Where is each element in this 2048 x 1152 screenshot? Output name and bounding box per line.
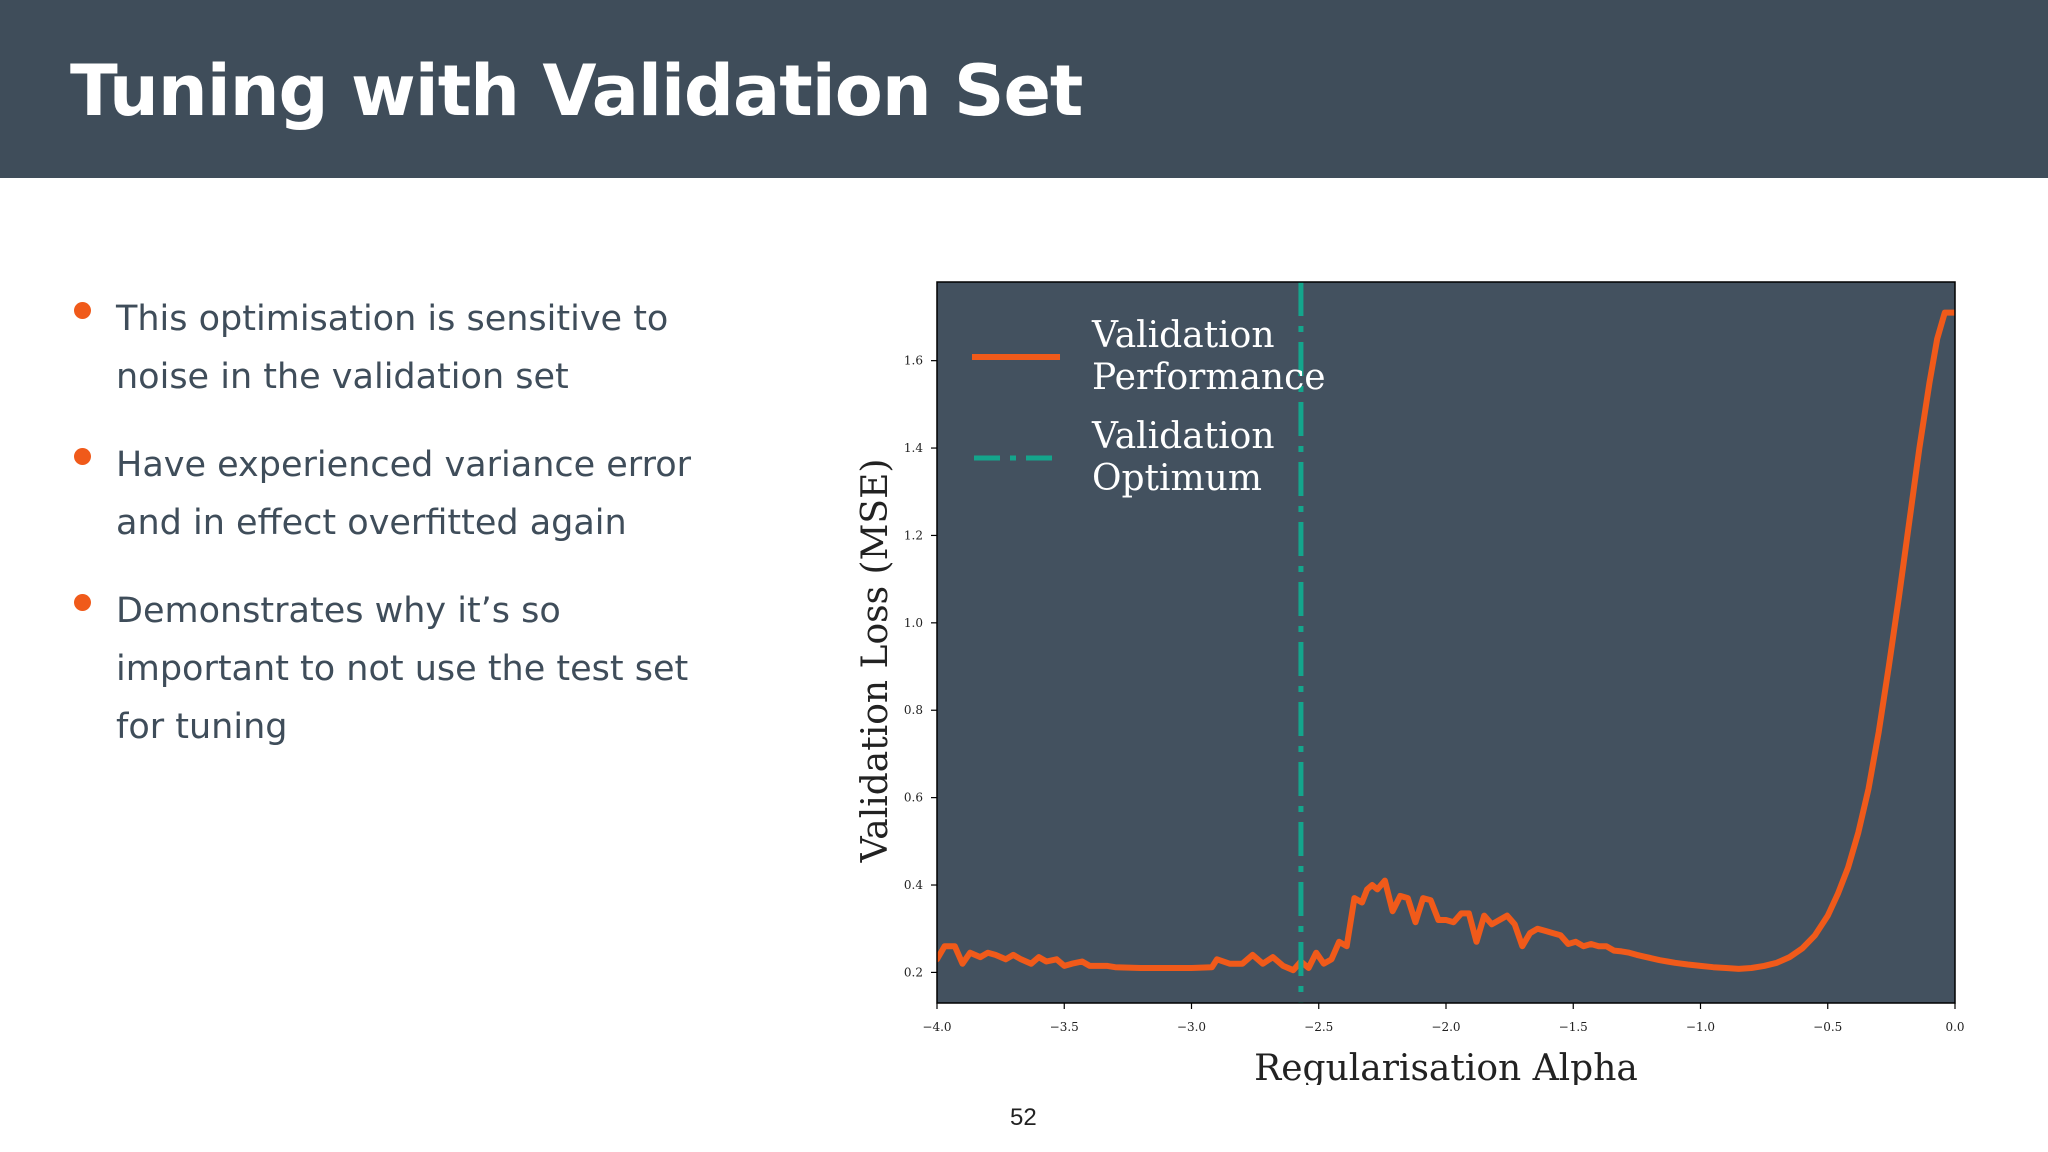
bullet-item: This optimisation is sensitive to noise … bbox=[70, 290, 710, 406]
bullet-dot-icon bbox=[74, 448, 91, 465]
bullet-text: Have experienced variance error and in e… bbox=[116, 445, 691, 543]
slide-title: Tuning with Validation Set bbox=[70, 46, 1082, 136]
y-axis-label: Validation Loss (MSE) bbox=[855, 459, 896, 864]
validation-loss-chart: −4.0 −3.5 −3.0 −2.5 −2.0 −1.5 −1.0 −0.5 0.0 0.2 0.… bbox=[840, 265, 1980, 1085]
x-tick-label: −2.0 bbox=[1431, 1020, 1460, 1034]
y-tick-label: 0.6 bbox=[904, 791, 923, 805]
x-tick-label: −3.0 bbox=[1177, 1020, 1206, 1034]
bullet-dot-icon bbox=[74, 302, 91, 319]
y-tick-label: 0.4 bbox=[904, 878, 923, 892]
y-tick-label: 1.4 bbox=[904, 441, 923, 455]
title-bar: Tuning with Validation Set bbox=[0, 0, 2048, 178]
x-tick-label: −1.0 bbox=[1686, 1020, 1715, 1034]
plot-area bbox=[937, 282, 1955, 1003]
page-number: 52 bbox=[1010, 1104, 1037, 1132]
x-tick-label: 0.0 bbox=[1945, 1020, 1964, 1034]
y-tick-label: 1.0 bbox=[904, 616, 923, 630]
bullet-text: Demonstrates why it’s so important to no… bbox=[116, 591, 688, 747]
bullet-item: Have experienced variance error and in e… bbox=[70, 436, 710, 552]
chart-svg: −4.0 −3.5 −3.0 −2.5 −2.0 −1.5 −1.0 −0.5 0.0 0.2 0.… bbox=[840, 265, 1980, 1085]
x-tick-label: −0.5 bbox=[1813, 1020, 1842, 1034]
x-tick-label: −2.5 bbox=[1304, 1020, 1333, 1034]
y-tick-label: 1.2 bbox=[904, 528, 923, 542]
x-axis-label: Regularisation Alpha bbox=[1254, 1048, 1638, 1085]
x-tick-label: −4.0 bbox=[922, 1020, 951, 1034]
bullet-dot-icon bbox=[74, 594, 91, 611]
y-tick-label: 1.6 bbox=[904, 354, 923, 368]
x-tick-label: −1.5 bbox=[1559, 1020, 1588, 1034]
legend-performance-label: Performance bbox=[1092, 357, 1326, 398]
bullet-list: This optimisation is sensitive to noise … bbox=[70, 290, 710, 786]
legend-optimum-label: Optimum bbox=[1092, 458, 1262, 499]
y-tick-label: 0.8 bbox=[904, 703, 923, 717]
bullet-item: Demonstrates why it’s so important to no… bbox=[70, 582, 710, 756]
legend-optimum-label: Validation bbox=[1091, 416, 1275, 457]
legend-performance-label: Validation bbox=[1091, 315, 1275, 356]
x-tick-label: −3.5 bbox=[1050, 1020, 1079, 1034]
y-tick-label: 0.2 bbox=[904, 965, 923, 979]
bullet-text: This optimisation is sensitive to noise … bbox=[116, 299, 668, 397]
